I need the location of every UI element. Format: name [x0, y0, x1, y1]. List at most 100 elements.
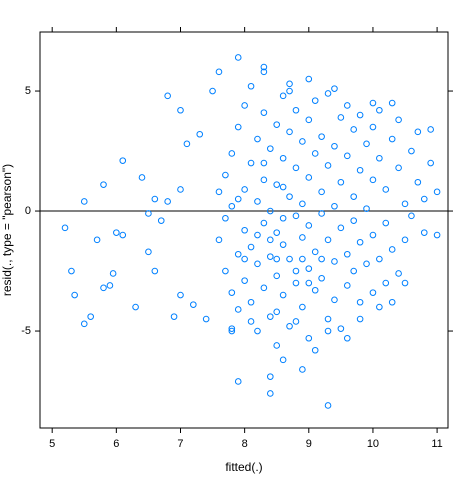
- point: [324, 236, 332, 244]
- point: [311, 248, 319, 256]
- x-tick-label: 8: [242, 438, 248, 450]
- point: [241, 102, 248, 109]
- point: [292, 106, 300, 114]
- point: [369, 176, 377, 184]
- point: [311, 150, 319, 157]
- point: [267, 373, 274, 380]
- point: [369, 289, 377, 296]
- point: [234, 250, 242, 258]
- point: [356, 238, 364, 246]
- point: [343, 250, 351, 258]
- point: [157, 217, 165, 224]
- y-tick-label: 5: [25, 85, 31, 97]
- point: [247, 159, 255, 167]
- point: [209, 87, 216, 95]
- point: [299, 138, 306, 145]
- point: [305, 75, 313, 83]
- point: [382, 219, 390, 227]
- point: [343, 282, 351, 289]
- point: [267, 207, 274, 215]
- point: [305, 279, 313, 287]
- point: [292, 318, 300, 325]
- point: [196, 130, 204, 138]
- point: [100, 284, 107, 292]
- point: [119, 231, 127, 239]
- point: [420, 229, 428, 236]
- point: [286, 80, 293, 88]
- point: [433, 188, 441, 196]
- point: [420, 195, 428, 203]
- point: [343, 152, 351, 160]
- point: [414, 128, 422, 136]
- x-axis-label: fitted(.): [225, 460, 262, 474]
- point: [241, 277, 248, 284]
- point: [279, 154, 287, 162]
- point: [151, 267, 159, 275]
- point: [292, 267, 300, 275]
- point: [395, 270, 402, 277]
- point: [247, 318, 255, 325]
- point: [164, 92, 171, 100]
- point: [222, 214, 229, 222]
- point: [215, 236, 223, 244]
- point: [292, 212, 300, 220]
- point: [427, 126, 434, 133]
- point: [433, 231, 441, 239]
- point: [273, 181, 281, 188]
- point: [318, 133, 325, 140]
- point: [260, 284, 268, 292]
- point: [267, 145, 274, 152]
- point: [109, 270, 117, 277]
- point: [324, 315, 332, 323]
- point: [331, 85, 338, 92]
- point: [215, 188, 223, 196]
- point: [376, 106, 383, 114]
- point: [318, 274, 325, 282]
- point: [388, 246, 396, 253]
- point: [324, 162, 332, 169]
- point: [190, 301, 197, 308]
- point: [228, 289, 236, 296]
- point: [376, 154, 383, 162]
- point: [331, 296, 338, 304]
- point: [408, 147, 415, 155]
- point: [292, 279, 300, 287]
- point: [100, 181, 107, 188]
- point: [260, 159, 268, 167]
- point: [427, 159, 434, 167]
- point: [80, 198, 88, 205]
- point: [68, 267, 75, 275]
- point: [247, 298, 255, 306]
- point: [376, 303, 383, 311]
- point: [350, 217, 357, 224]
- point: [260, 219, 268, 227]
- point: [80, 320, 88, 328]
- point: [138, 174, 146, 181]
- point: [299, 366, 306, 373]
- point: [286, 87, 293, 95]
- point: [228, 150, 236, 157]
- point: [260, 68, 268, 76]
- x-tick-label: 10: [367, 438, 379, 450]
- point: [145, 210, 152, 217]
- point: [119, 157, 127, 164]
- point: [145, 248, 152, 256]
- point: [311, 97, 319, 104]
- point: [177, 106, 184, 114]
- point: [299, 234, 306, 241]
- point: [234, 54, 242, 61]
- point: [273, 342, 281, 349]
- x-tick-label: 9: [306, 438, 312, 450]
- point: [234, 378, 242, 385]
- point: [408, 212, 415, 220]
- point: [279, 291, 287, 299]
- point: [401, 200, 409, 208]
- point: [337, 325, 345, 332]
- point: [106, 282, 114, 289]
- point: [369, 231, 377, 239]
- point: [382, 186, 390, 193]
- point: [299, 255, 306, 263]
- point: [164, 198, 171, 205]
- point: [324, 90, 332, 97]
